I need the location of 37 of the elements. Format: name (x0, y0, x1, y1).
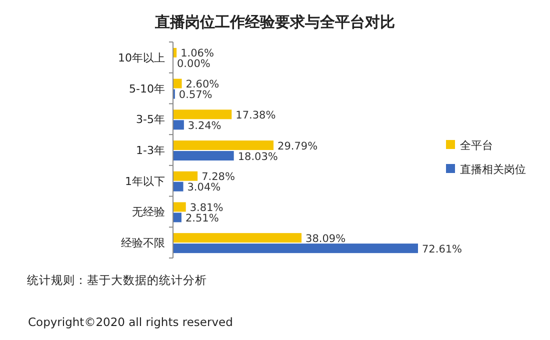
y-tick-label: 经验不限 (121, 236, 165, 250)
bar (173, 202, 186, 212)
legend-label: 全平台 (460, 139, 493, 152)
data-label: 0.57% (178, 89, 212, 102)
bar (173, 171, 198, 181)
data-label: 29.79% (278, 140, 318, 152)
data-label: 72.61% (422, 243, 462, 256)
y-tick-label: 1-3年 (136, 144, 165, 157)
bar (173, 233, 302, 243)
data-label: 3.04% (187, 182, 221, 194)
data-label: 3.81% (190, 202, 224, 214)
bar (173, 78, 182, 88)
text: 统计规则：基于大数据的统计分析 (27, 273, 207, 287)
y-tick-label: 无经验 (132, 206, 165, 219)
chart-title: 直播岗位工作经验要求与全平台对比 (154, 13, 395, 31)
y-tick-label: 1年以下 (125, 174, 165, 188)
y-tick-label: 3-5年 (136, 113, 165, 126)
text: Copyright©2020 all rights reserved (28, 315, 233, 329)
legend-label: 直播相关岗位 (460, 163, 526, 176)
data-label: 38.09% (306, 232, 346, 245)
data-label: 17.38% (236, 109, 276, 122)
data-label: 3.24% (188, 120, 222, 132)
bar (173, 151, 234, 160)
bar (173, 212, 182, 222)
bar (173, 110, 232, 120)
bar (173, 120, 184, 130)
data-label: 2.60% (186, 78, 220, 91)
bar (173, 244, 418, 254)
data-label: 1.06% (180, 48, 214, 60)
y-tick-label: 10年以上 (118, 51, 165, 64)
bar (173, 140, 274, 150)
data-label: 0.00% (177, 58, 210, 70)
data-label: 7.28% (202, 171, 235, 184)
data-label: 2.51% (185, 212, 219, 224)
bar (173, 182, 184, 192)
data-label: 18.03% (238, 150, 278, 163)
y-tick-label: 5-10年 (129, 82, 165, 96)
